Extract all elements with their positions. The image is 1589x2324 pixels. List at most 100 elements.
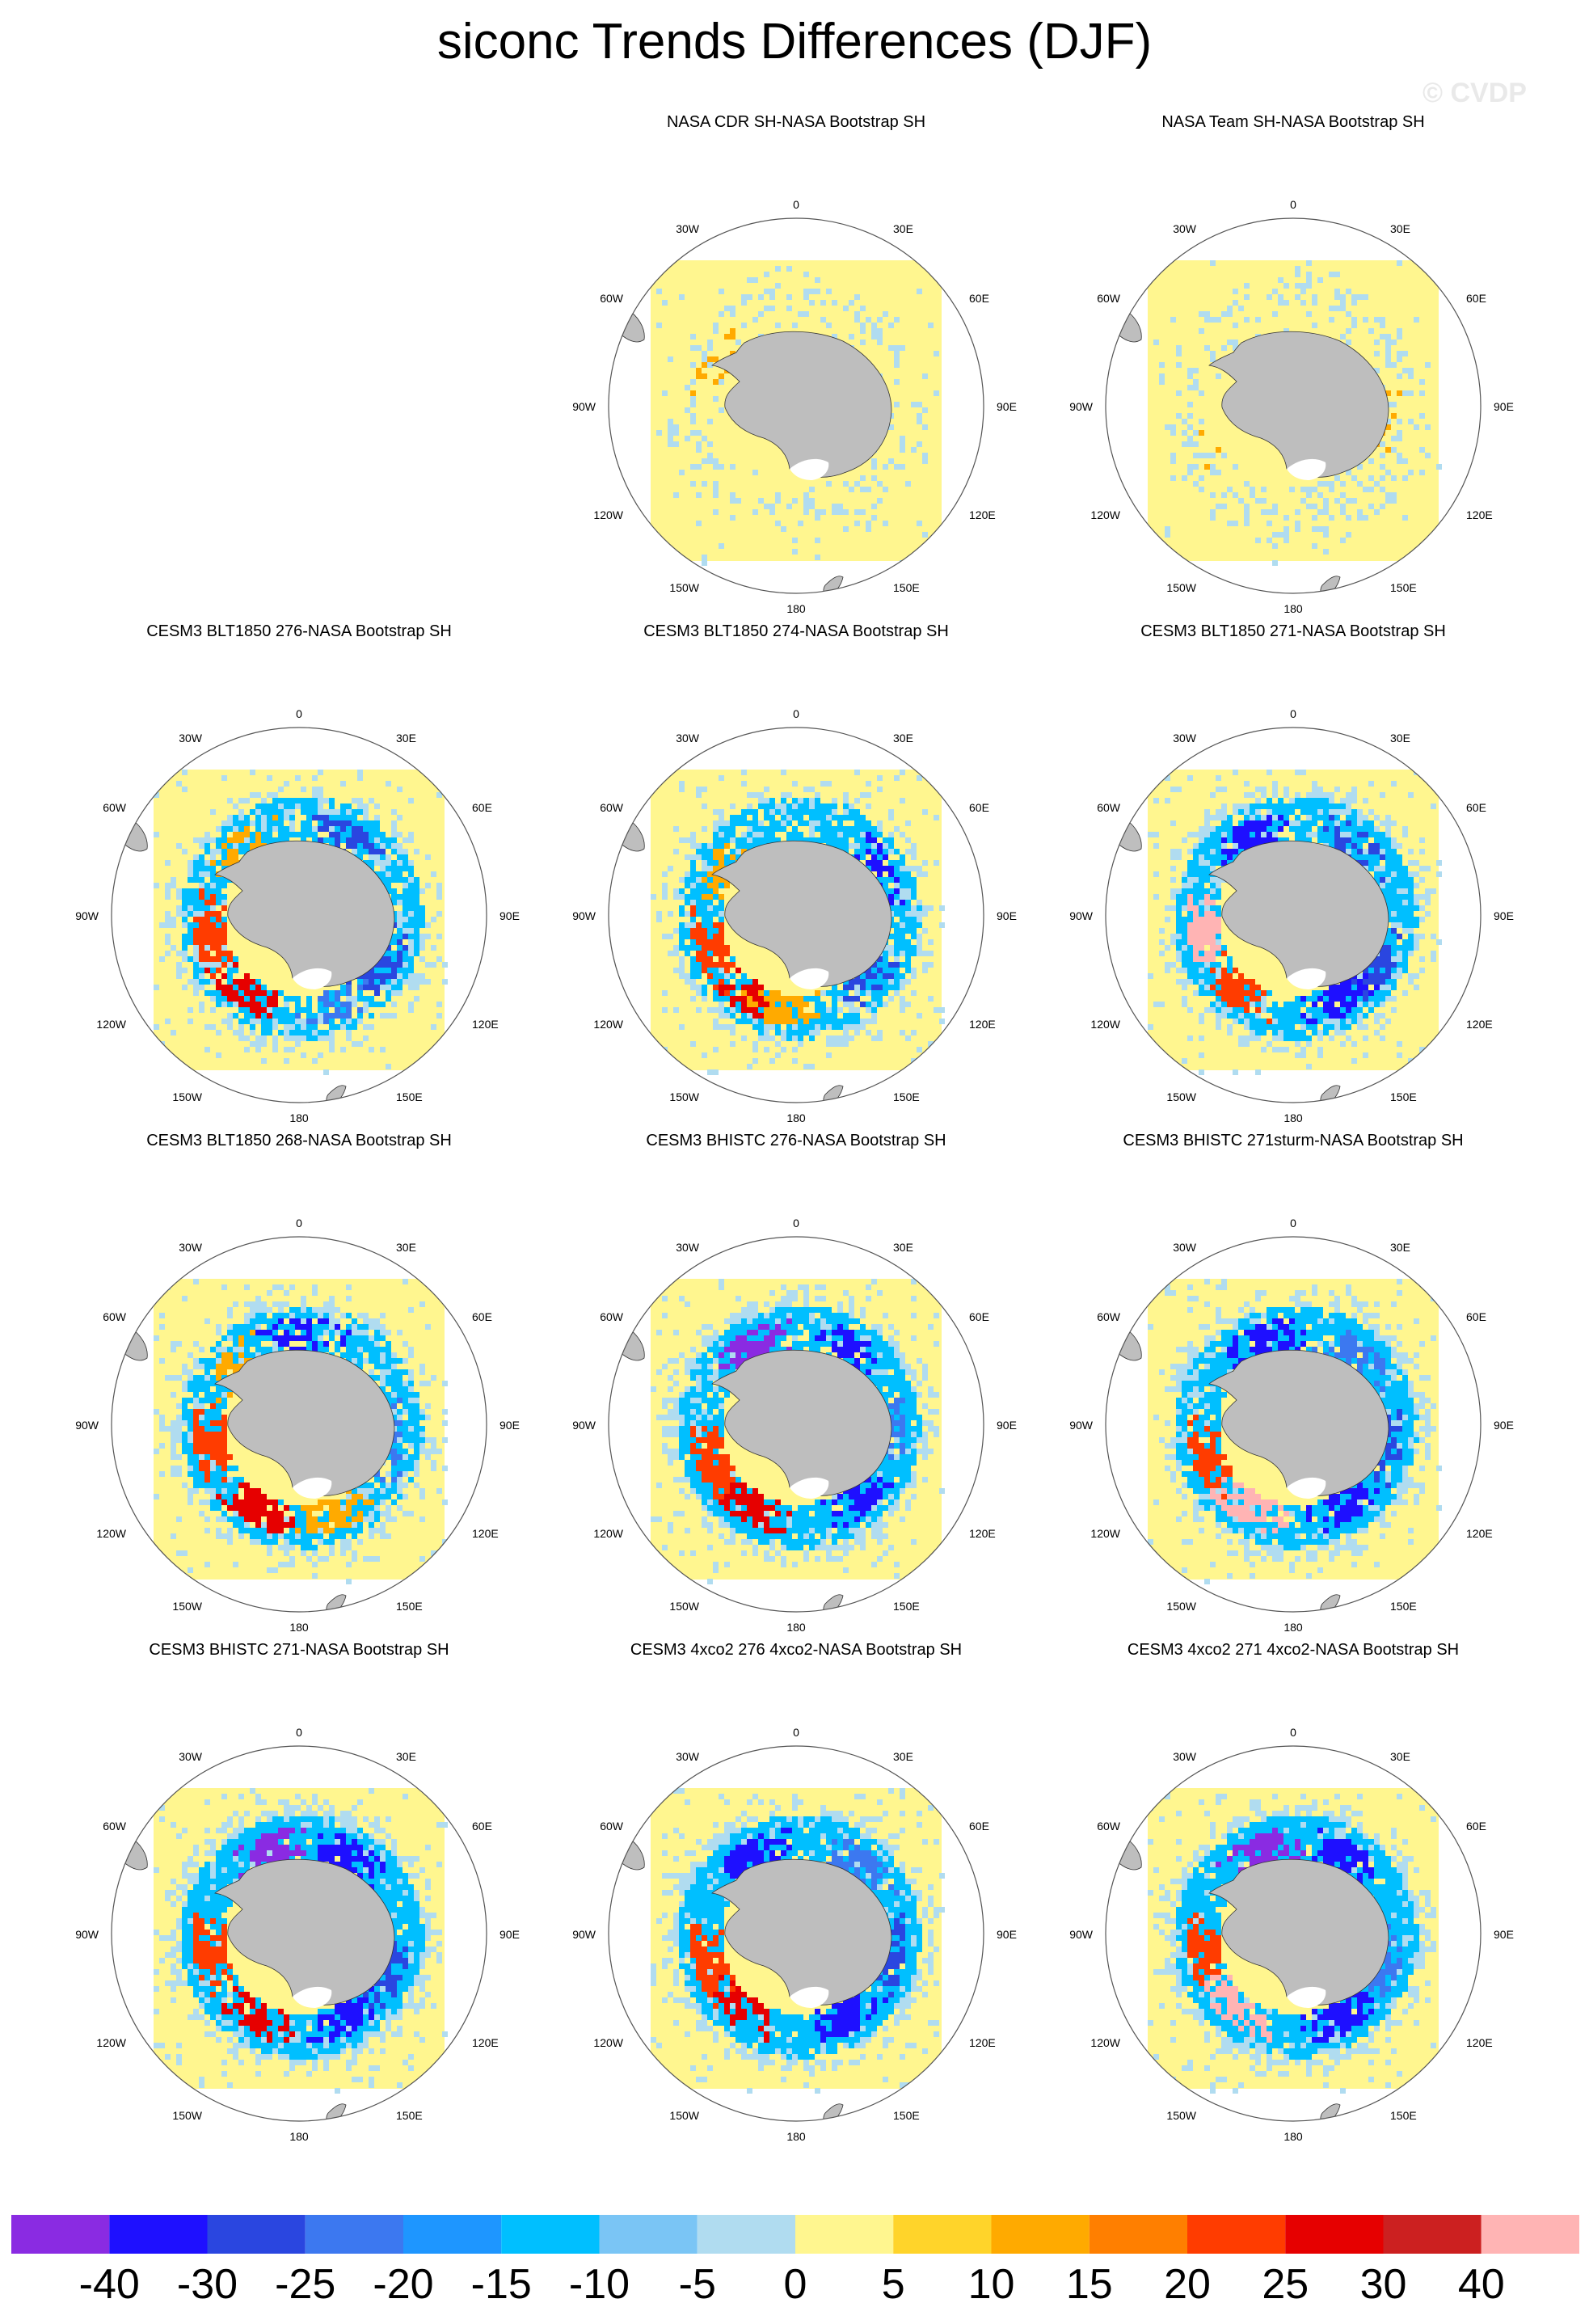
anomaly-cells	[656, 266, 939, 566]
lon-label-r30e: 30E	[396, 1241, 416, 1254]
colorbar-label: -5	[678, 2261, 716, 2308]
lon-label-r60e: 60E	[969, 292, 989, 305]
lon-label-top: 0	[793, 198, 799, 211]
lon-label-l60w: 60W	[103, 801, 127, 814]
lon-label-l150w: 150W	[1166, 2109, 1196, 2122]
lon-label-r60e: 60E	[969, 801, 989, 814]
lon-label-r30e: 30E	[893, 1750, 913, 1763]
colorbar-swatch	[893, 2215, 992, 2254]
lon-label-r60e: 60E	[472, 1820, 492, 1833]
south-america-landmass	[609, 1835, 645, 1871]
map-border	[608, 1236, 984, 1613]
south-america-landmass	[609, 1326, 645, 1361]
lon-label-r150e: 150E	[396, 1600, 423, 1613]
polar-map: 0 180 30E 60E 90E 120E 150E 30W 60W 90W 120W 150W	[1069, 707, 1514, 1124]
lon-label-top: 0	[296, 1726, 302, 1739]
lon-label-l60w: 60W	[1097, 1820, 1121, 1833]
panel-title: CESM3 BLT1850 274-NASA Bootstrap SH	[643, 622, 949, 640]
lon-label-l60w: 60W	[600, 801, 624, 814]
colorbar-swatch	[207, 2215, 306, 2254]
lon-label-l150w: 150W	[1166, 581, 1196, 594]
antarctica-landmass	[1208, 1349, 1389, 1496]
map-panel: CESM3 BLT1850 268-NASA Bootstrap SH 0 180 3…	[73, 1132, 525, 1641]
panel-title: CESM3 4xco2 276 4xco2-NASA Bootstrap SH	[630, 1641, 963, 1659]
lon-label-l120w: 120W	[96, 1018, 126, 1031]
lon-label-l90w: 90W	[75, 1928, 99, 1941]
colorbar-swatch	[403, 2215, 502, 2254]
lon-label-l90w: 90W	[572, 1419, 596, 1432]
colorbar-label: -15	[470, 2261, 532, 2308]
lon-label-l90w: 90W	[572, 400, 596, 413]
map-panel: CESM3 BHISTC 271-NASA Bootstrap SH 0 180 30…	[73, 1641, 525, 2150]
colorbar-label: -25	[275, 2261, 336, 2308]
lon-label-top: 0	[1290, 1217, 1296, 1229]
lon-label-r30e: 30E	[1390, 222, 1410, 235]
lon-label-r120e: 120E	[1466, 508, 1493, 521]
map-panel: CESM3 4xco2 276 4xco2-NASA Bootstrap SH 0…	[570, 1641, 1022, 2150]
new-zealand-landmass	[1320, 2103, 1341, 2121]
panel-title: CESM3 BLT1850 268-NASA Bootstrap SH	[146, 1132, 452, 1149]
lon-label-bottom: 180	[786, 602, 806, 615]
antarctica-landmass	[1208, 840, 1389, 987]
lon-label-l60w: 60W	[1097, 292, 1121, 305]
antarctica-landmass	[214, 1349, 395, 1496]
new-zealand-landmass	[1320, 1085, 1341, 1103]
lon-label-bottom: 180	[1283, 602, 1303, 615]
map-border	[111, 1745, 487, 2122]
lon-label-r120e: 120E	[1466, 1018, 1493, 1031]
lon-label-l90w: 90W	[75, 1419, 99, 1432]
colorbar-label: -20	[373, 2261, 434, 2308]
lon-label-l150w: 150W	[1166, 1090, 1196, 1103]
lon-label-r90e: 90E	[1494, 1928, 1514, 1941]
antarctica-landmass	[711, 331, 892, 478]
lon-label-l30w: 30W	[1173, 1750, 1197, 1763]
lon-label-top: 0	[296, 1217, 302, 1229]
anomaly-cells	[1148, 1788, 1442, 2094]
lon-label-l30w: 30W	[1173, 222, 1197, 235]
lon-label-r90e: 90E	[997, 1419, 1017, 1432]
panel-title: NASA Team SH-NASA Bootstrap SH	[1161, 113, 1425, 131]
panel-title: CESM3 BHISTC 271-NASA Bootstrap SH	[149, 1641, 449, 1659]
map-panel: NASA CDR SH-NASA Bootstrap SH 0 180 30E 60E 9…	[570, 113, 1022, 622]
lon-label-l30w: 30W	[179, 1241, 203, 1254]
lon-label-r120e: 120E	[969, 1527, 996, 1540]
lon-label-l120w: 120W	[1090, 1527, 1120, 1540]
lon-label-r90e: 90E	[499, 1928, 520, 1941]
polar-map: 0 180 30E 60E 90E 120E 150E 30W 60W 90W 120W 150W	[75, 1726, 520, 2143]
lon-label-r60e: 60E	[969, 1310, 989, 1323]
map-panel: CESM3 BHISTC 276-NASA Bootstrap SH 0 180 30…	[570, 1132, 1022, 1641]
map-border	[1105, 1745, 1482, 2122]
lon-label-r150e: 150E	[1390, 1090, 1417, 1103]
lon-label-l120w: 120W	[593, 1018, 623, 1031]
lon-label-top: 0	[1290, 707, 1296, 720]
lon-label-r30e: 30E	[396, 1750, 416, 1763]
lon-label-top: 0	[296, 707, 302, 720]
lon-label-r90e: 90E	[499, 1419, 520, 1432]
lon-label-l90w: 90W	[1069, 400, 1094, 413]
lon-label-top: 0	[793, 707, 799, 720]
colorbar-swatch	[1285, 2215, 1384, 2254]
lon-label-l60w: 60W	[103, 1820, 127, 1833]
anomaly-cells	[1148, 260, 1442, 566]
colorbar-label: 10	[967, 2261, 1015, 2308]
lon-label-l150w: 150W	[1166, 1600, 1196, 1613]
lon-label-r60e: 60E	[1466, 1820, 1486, 1833]
map-border	[608, 217, 984, 594]
lon-label-l30w: 30W	[676, 222, 700, 235]
map-border	[1105, 217, 1482, 594]
lon-label-r150e: 150E	[396, 2109, 423, 2122]
lon-label-r90e: 90E	[997, 909, 1017, 922]
lon-label-l150w: 150W	[172, 1090, 202, 1103]
lon-label-l90w: 90W	[1069, 1928, 1094, 1941]
lon-label-l90w: 90W	[1069, 909, 1094, 922]
lon-label-l120w: 120W	[96, 2036, 126, 2049]
colorbar-label: 20	[1164, 2261, 1211, 2308]
lon-label-bottom: 180	[786, 1111, 806, 1124]
lon-label-l60w: 60W	[1097, 801, 1121, 814]
lon-label-l150w: 150W	[669, 2109, 699, 2122]
polar-map: 0 180 30E 60E 90E 120E 150E 30W 60W 90W 120W 150W	[572, 198, 1017, 615]
lon-label-l60w: 60W	[1097, 1310, 1121, 1323]
colorbar-swatch	[795, 2215, 894, 2254]
lon-label-bottom: 180	[289, 2130, 309, 2143]
antarctica-landmass	[711, 1858, 892, 2006]
